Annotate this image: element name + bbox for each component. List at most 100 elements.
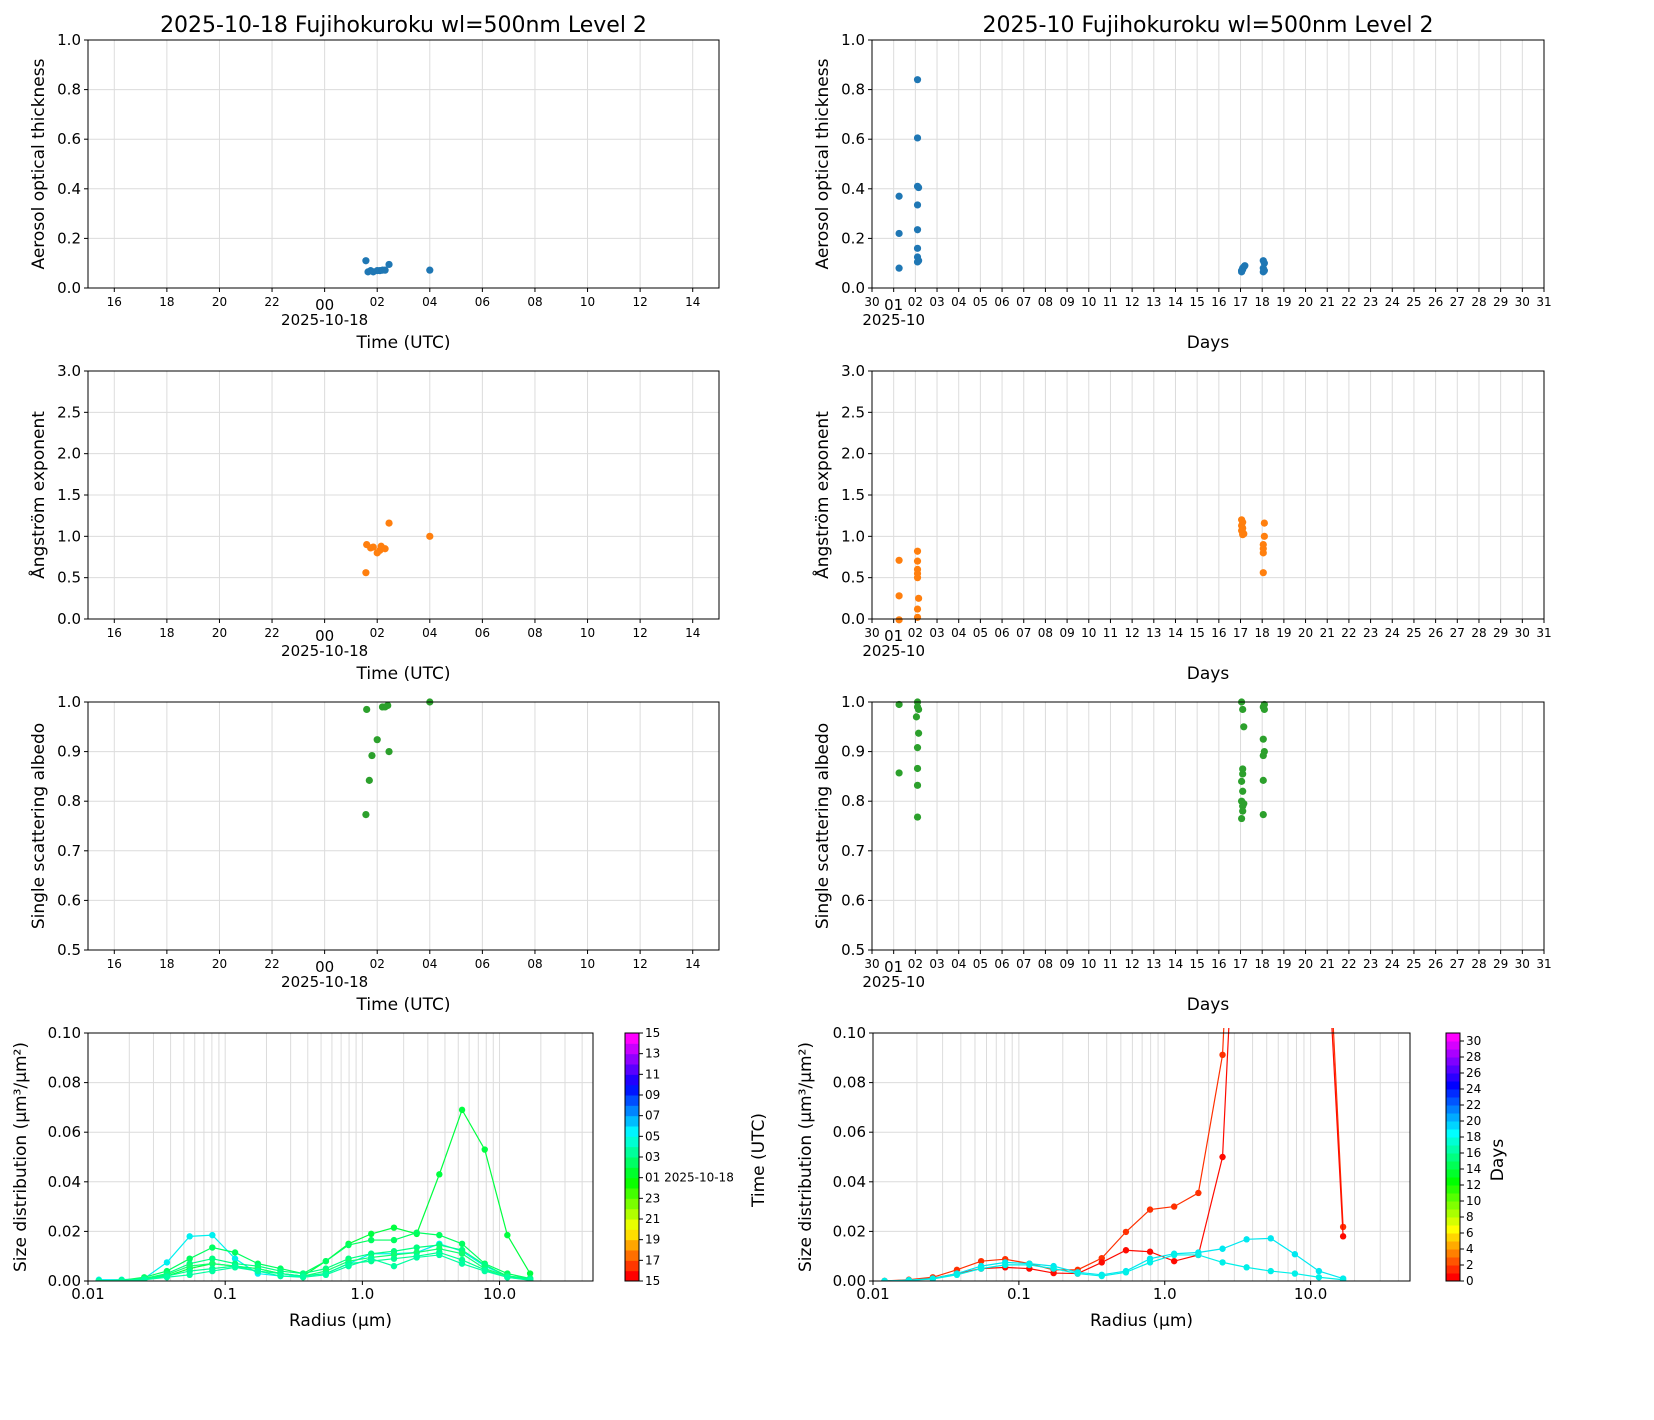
colorbar-band xyxy=(1446,1065,1460,1074)
colorbar-band xyxy=(1446,1257,1460,1266)
x-tick-label: 24 xyxy=(1385,295,1400,309)
data-point xyxy=(1291,1270,1299,1277)
colorbar-tick-label: 21 xyxy=(645,1212,660,1226)
data-point xyxy=(1259,751,1267,760)
colorbar-band xyxy=(625,1177,639,1189)
colorbar-band xyxy=(1446,1137,1460,1146)
x-tick-label: 18 xyxy=(1255,957,1270,971)
data-point xyxy=(881,1277,888,1281)
x-tick-label: 04 xyxy=(951,295,966,309)
x-tick-label: 22 xyxy=(264,957,279,971)
x-tick-label: 01 xyxy=(884,296,903,314)
y-tick-label: 0.5 xyxy=(57,569,81,587)
colorbar-tick-label: 03 xyxy=(645,1150,660,1164)
data-point xyxy=(426,266,434,274)
x-date-label: 2025-10-18 xyxy=(281,311,368,329)
data-point xyxy=(895,229,903,238)
data-point xyxy=(186,1233,193,1240)
data-point xyxy=(895,769,903,777)
y-tick-label: 1.5 xyxy=(57,486,81,504)
colorbar-band xyxy=(1446,1073,1460,1082)
data-point xyxy=(1240,800,1248,808)
x-tick-label: 26 xyxy=(1428,295,1443,309)
x-tick-label: 14 xyxy=(685,626,700,640)
colorbar-band xyxy=(1446,1249,1460,1258)
colorbar-band xyxy=(625,1115,639,1127)
colorbar-band xyxy=(625,1053,639,1065)
colorbar-tick-label: 4 xyxy=(1466,1242,1474,1256)
colorbar-band xyxy=(1446,1201,1460,1210)
colorbar-band xyxy=(625,1105,639,1117)
x-tick-label: 04 xyxy=(422,295,437,309)
x-tick-label: 20 xyxy=(212,626,227,640)
data-point xyxy=(481,1146,488,1153)
x-tick-label: 27 xyxy=(1450,957,1465,971)
x-axis-label: Time (UTC) xyxy=(356,995,451,1015)
x-tick-label: 20 xyxy=(1298,295,1313,309)
colorbar-tick-label: 09 xyxy=(645,1088,660,1102)
colorbar-frame xyxy=(1445,1032,1461,1282)
x-tick-label: 21 xyxy=(1320,626,1335,640)
colorbar-band xyxy=(625,1095,639,1106)
x-axis-label: Days xyxy=(1187,995,1230,1015)
data-point xyxy=(385,260,393,269)
x-tick-label: 10 xyxy=(1081,295,1096,309)
data-point xyxy=(368,751,376,760)
data-point xyxy=(426,532,434,540)
data-point xyxy=(186,1271,193,1279)
y-tick-label: 0.06 xyxy=(48,1123,81,1141)
data-point xyxy=(231,1249,239,1256)
data-point xyxy=(1170,1257,1178,1265)
colorbar-band xyxy=(1446,1105,1460,1114)
colorbar: 15 17 19 21 23 01 2025-10-18 03 05 07 09 11 13 15 Tim… xyxy=(624,1026,769,1288)
gridlines xyxy=(88,701,719,951)
data-point xyxy=(1170,1203,1178,1210)
ssa-monthly-panel: 30 01 02 03 04 05 06 07 08 09 10 11 12 13 14 15 16 17 18 19… xyxy=(813,693,1552,1015)
y-tick-label: 0.0 xyxy=(57,610,81,628)
data-point xyxy=(1316,732,1322,738)
data-point xyxy=(381,266,389,274)
data-point xyxy=(895,616,903,624)
data-point xyxy=(436,1251,443,1259)
colorbar-band xyxy=(1446,1225,1460,1234)
angstrom-monthly-panel: 30 01 02 03 04 05 06 07 08 09 10 11 12 13 14 15 16 17 18 19… xyxy=(811,362,1552,684)
colorbar-tick-label: 24 xyxy=(1466,1082,1481,1096)
size-distribution-series xyxy=(881,162,1347,1281)
data-point xyxy=(915,594,923,602)
data-point xyxy=(390,1224,398,1231)
colorbar-band xyxy=(1446,1265,1460,1274)
y-tick-label: 0.2 xyxy=(841,229,865,247)
colorbar-band xyxy=(625,1064,639,1075)
x-tick-label: 02 xyxy=(908,626,923,640)
x-tick-label: 14 xyxy=(685,295,700,309)
x-tick-label: 07 xyxy=(1016,295,1031,309)
data-point xyxy=(436,1231,443,1239)
x-tick-label: 12 xyxy=(632,295,647,309)
x-tick-label: 06 xyxy=(475,626,490,640)
data-point xyxy=(362,257,370,265)
data-point xyxy=(1268,162,1274,168)
data-point xyxy=(1219,1153,1226,1161)
data-point xyxy=(1239,705,1247,714)
colorbar-tick-label: 15 xyxy=(645,1026,660,1040)
data-point xyxy=(504,1231,511,1239)
data-point xyxy=(481,1267,488,1275)
y-tick-label: 1.0 xyxy=(841,31,865,49)
data-point xyxy=(913,557,922,565)
x-tick-label: 30 xyxy=(864,295,879,309)
x-tick-label: 01 xyxy=(884,627,903,645)
x-axis-label: Days xyxy=(1187,664,1230,684)
data-point xyxy=(1267,1267,1274,1275)
data-point xyxy=(913,547,922,555)
x-tick-label: 25 xyxy=(1406,626,1421,640)
colorbar-band xyxy=(625,1229,639,1241)
data-point xyxy=(913,781,922,789)
series-line xyxy=(98,1232,531,1281)
axes-frame xyxy=(871,701,1545,951)
x-tick-label: 28 xyxy=(1471,295,1486,309)
x-tick-label: 00 xyxy=(315,958,334,976)
data-point xyxy=(1146,1248,1154,1255)
colorbar-tick-label: 28 xyxy=(1466,1050,1481,1064)
size-daily-panel: 0.01 0.1 1.0 10.0 Radius (µm) 0.00 0.02 0.04 0.0… xyxy=(11,1024,769,1331)
